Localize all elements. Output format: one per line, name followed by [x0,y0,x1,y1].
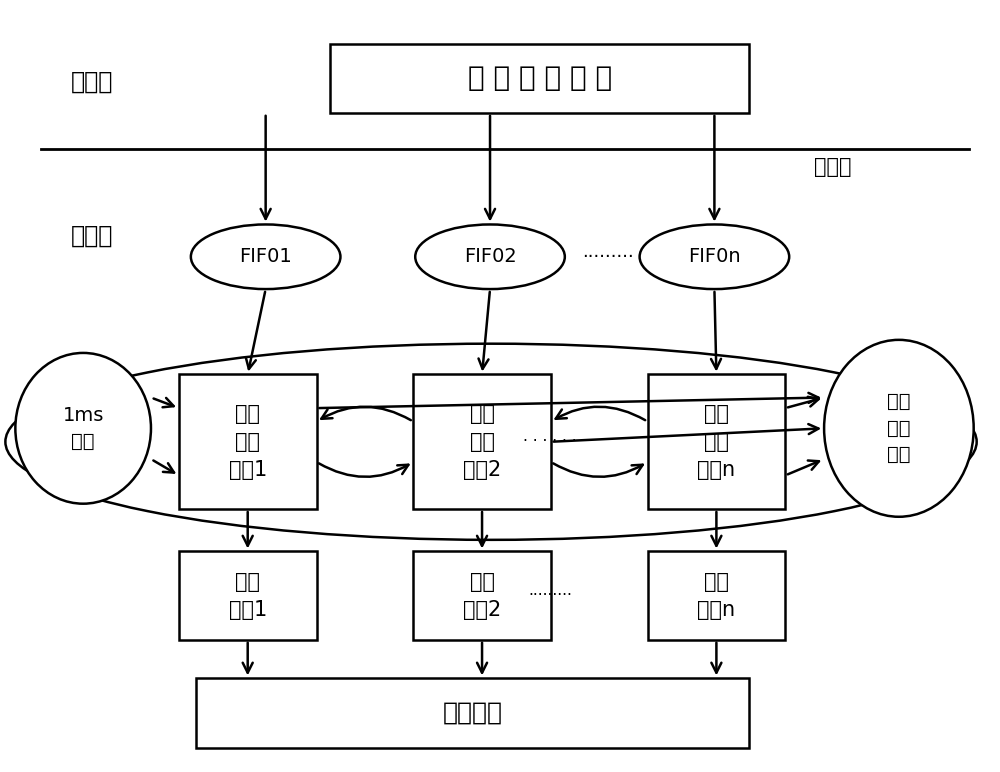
Text: 执行
模块1: 执行 模块1 [229,571,267,620]
Text: 数据流: 数据流 [814,157,852,177]
Ellipse shape [415,225,565,289]
Text: 同步
管理
模块: 同步 管理 模块 [887,392,911,464]
Bar [179,374,317,509]
Text: 1ms
中断: 1ms 中断 [62,405,104,451]
Ellipse shape [15,353,151,503]
Text: FIF02: FIF02 [464,247,516,266]
Text: · · · · · ·: · · · · · · [523,434,577,449]
Bar [648,374,785,509]
Bar [196,679,749,747]
Bar [413,374,551,509]
Text: 核心层: 核心层 [71,224,114,248]
Bar [648,551,785,640]
Bar [179,551,317,640]
Ellipse shape [640,225,789,289]
Bar [413,551,551,640]
Text: 命令
解释
模块1: 命令 解释 模块1 [229,404,267,479]
Text: ·········: ········· [582,248,634,266]
Text: ·········: ········· [528,587,572,603]
Text: FIF01: FIF01 [239,247,292,266]
Ellipse shape [191,225,340,289]
Ellipse shape [824,340,974,516]
Bar [330,44,749,113]
Text: 执行
模块2: 执行 模块2 [463,571,501,620]
Text: 执行
模块n: 执行 模块n [697,571,735,620]
Text: 命令
解释
模块n: 命令 解释 模块n [697,404,735,479]
Text: 命令
解释
模块2: 命令 解释 模块2 [463,404,501,479]
Text: FIF0n: FIF0n [688,247,741,266]
Text: 外部设备: 外部设备 [443,701,503,725]
Text: 用 户 应 用 程 序: 用 户 应 用 程 序 [468,64,612,93]
Text: 用户层: 用户层 [71,70,114,94]
